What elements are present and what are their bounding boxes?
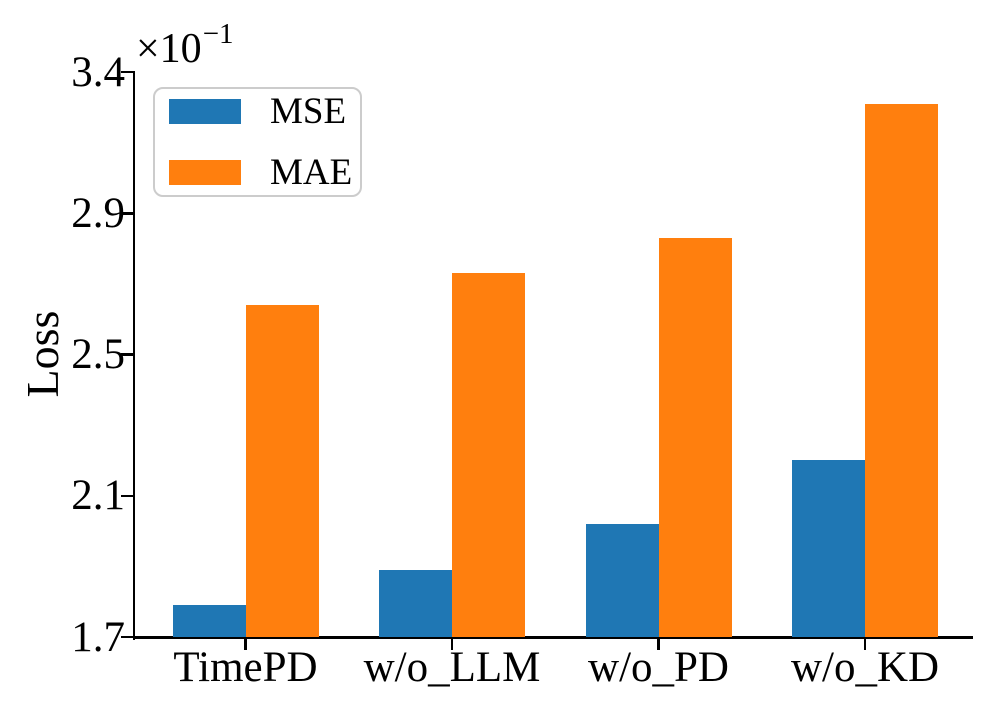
bar-mae-w-o-llm bbox=[452, 273, 525, 637]
x-tick-label-w-o-kd: w/o_KD bbox=[790, 644, 940, 691]
bar-mse-timepd bbox=[172, 605, 246, 637]
y-tick-label: 2.1 bbox=[71, 472, 125, 520]
x-axis-spine bbox=[132, 636, 973, 639]
x-tick-label-timepd: TimePD bbox=[173, 644, 318, 691]
y-axis-spine bbox=[132, 71, 135, 640]
y-tick-label: 3.4 bbox=[71, 48, 125, 96]
legend-label-mae: MAE bbox=[270, 152, 353, 193]
y-axis-offset-text: ×10−1 bbox=[136, 16, 234, 72]
offset-base: ×10 bbox=[136, 26, 202, 72]
y-tick bbox=[120, 635, 133, 639]
bar-mse-w-o-llm bbox=[379, 569, 452, 637]
bar-mae-timepd bbox=[245, 305, 319, 637]
x-tick-label-w-o-llm: w/o_LLM bbox=[363, 644, 541, 691]
legend-item-mse: MSE bbox=[169, 93, 360, 130]
y-tick-label: 2.9 bbox=[71, 189, 125, 237]
y-tick-label: 2.5 bbox=[71, 331, 125, 378]
offset-exponent: −1 bbox=[202, 18, 234, 50]
x-tick-label-w-o-pd: w/o_PD bbox=[588, 644, 729, 691]
y-tick bbox=[120, 494, 133, 497]
legend: MSE MAE bbox=[153, 87, 362, 197]
legend-swatch-mse bbox=[169, 99, 241, 124]
bar-mae-w-o-pd bbox=[658, 237, 732, 637]
x-tick bbox=[863, 638, 867, 650]
legend-label-mse: MSE bbox=[270, 91, 347, 132]
y-tick bbox=[120, 353, 133, 356]
bar-mse-w-o-kd bbox=[792, 460, 865, 637]
bar-mse-w-o-pd bbox=[585, 524, 659, 637]
y-tick-label: 1.7 bbox=[71, 613, 125, 661]
legend-item-mae: MAE bbox=[169, 154, 360, 191]
x-tick bbox=[657, 638, 660, 650]
x-tick bbox=[450, 638, 454, 650]
y-tick bbox=[120, 70, 133, 74]
bar-mae-w-o-kd bbox=[865, 103, 938, 637]
legend-swatch-mae bbox=[169, 160, 241, 185]
x-tick bbox=[244, 638, 247, 650]
y-tick bbox=[120, 212, 133, 215]
